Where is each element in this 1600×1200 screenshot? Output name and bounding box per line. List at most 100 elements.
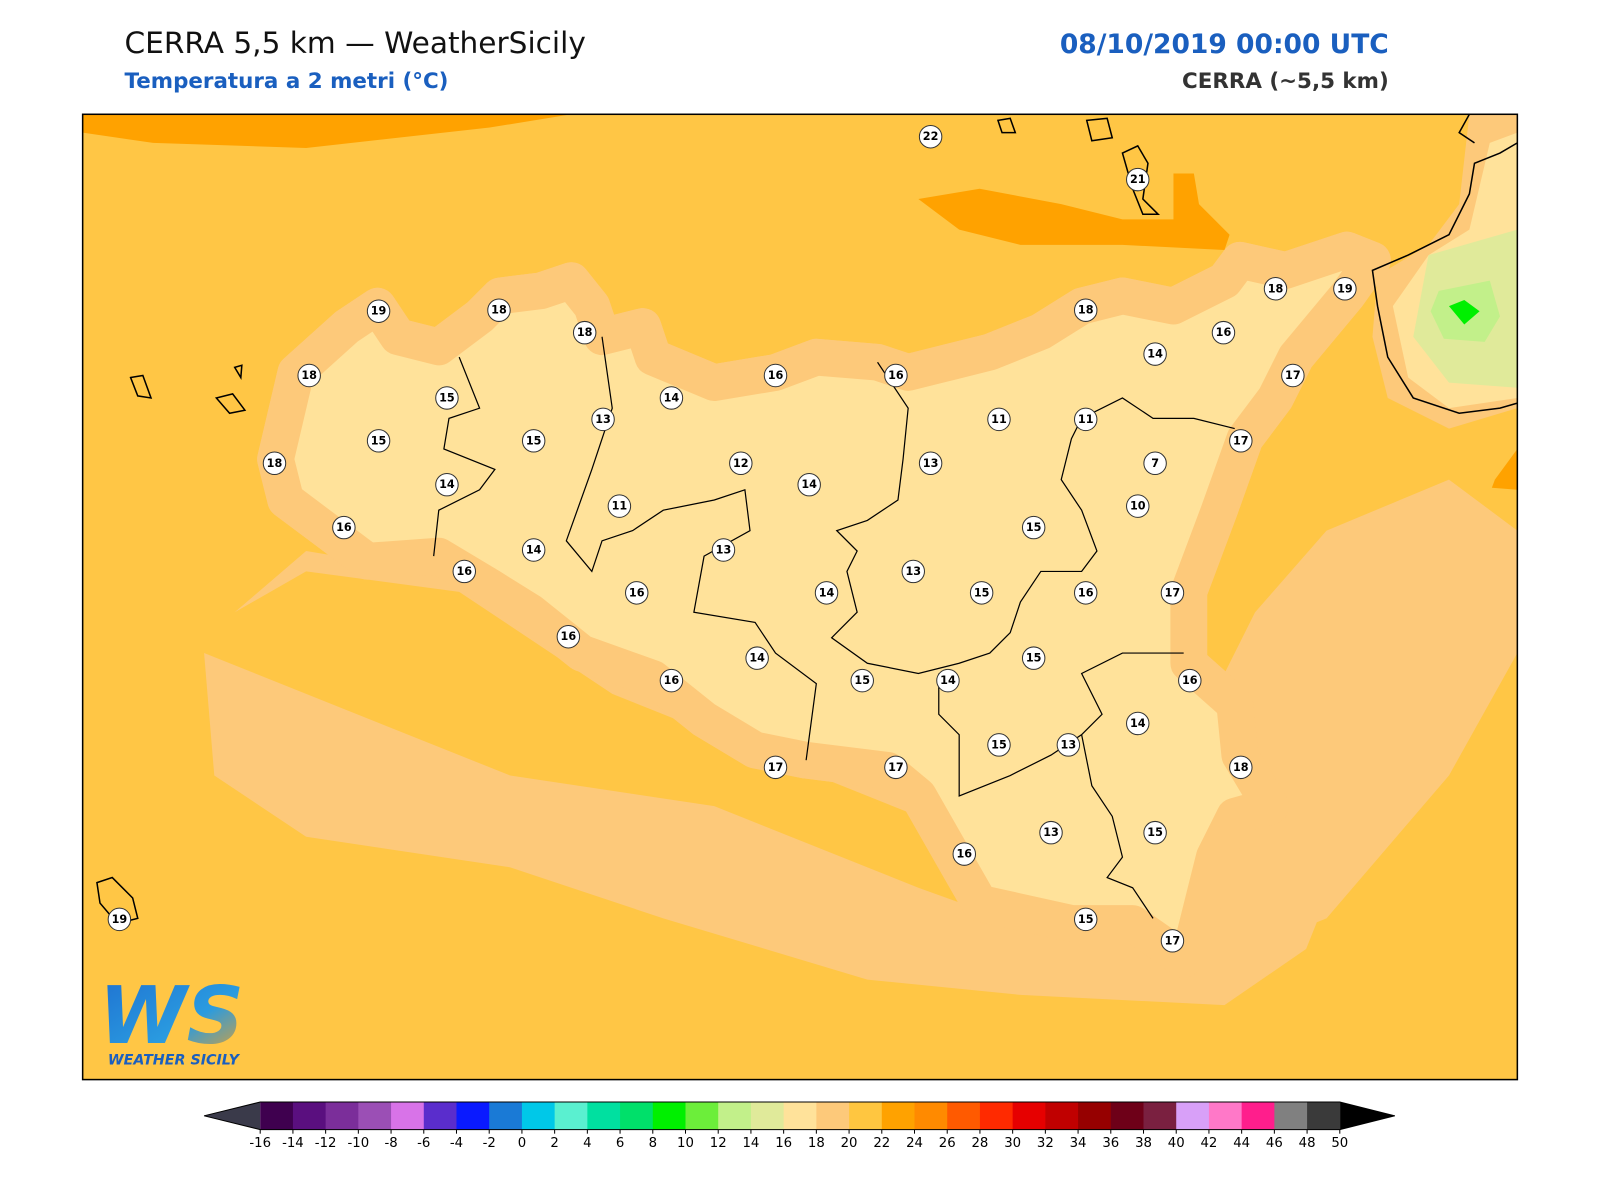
colorbar-tick-label: 32 [1037,1136,1054,1151]
colorbar-tick-label: 6 [616,1136,624,1151]
station-value: 13 [1043,826,1059,839]
station: 14 [745,646,769,670]
station-marker [1143,342,1167,366]
station: 17 [763,755,788,780]
colorbar-segment [750,1102,785,1130]
colorbar-tick-label: -2 [483,1136,496,1151]
station: 11 [987,407,1011,432]
station: 14 [1126,711,1150,736]
station-value: 16 [1216,326,1232,339]
colorbar-tick-label: 34 [1070,1136,1087,1151]
station-marker [625,581,649,605]
coastline [1458,114,1475,144]
station-marker [987,733,1011,757]
station: 15 [850,668,874,693]
colorbar-tick-label: 44 [1233,1136,1250,1151]
station-marker [884,363,908,388]
station-marker [1160,929,1185,953]
station-marker [556,625,581,649]
station: 15 [1073,907,1098,932]
station-marker [763,755,788,780]
station-value: 18 [491,304,507,317]
station-marker [366,429,391,453]
station-value: 16 [336,521,352,534]
station-value: 11 [1078,413,1094,426]
station: 18 [297,363,321,388]
station-value: 13 [716,544,732,557]
colorbar-tick-label: -4 [450,1136,463,1151]
title: CERRA 5,5 km — WeatherSicily [124,26,585,60]
station-marker [729,451,753,475]
colorbar-tick-label: 16 [775,1136,792,1151]
colorbar-segment [423,1102,458,1130]
station-marker [659,386,684,410]
station: 22 [918,125,943,149]
station-value: 16 [561,630,577,643]
station-value: 16 [1182,674,1198,687]
colorbar-segment [1176,1102,1210,1130]
station: 18 [572,320,597,345]
colorbar-tick-label: 4 [583,1136,591,1151]
station: 15 [521,429,546,453]
station: 18 [487,298,511,322]
colorbar-segment [849,1102,883,1130]
colorbar-tick-label: 50 [1331,1136,1348,1151]
colorbar-segment [554,1102,588,1130]
colorbar: -16 -14 -12 -10 -8 -6 -4 -2 0 2 4 6 8 10 12 14 16 18 20 22 2… [203,1101,1396,1151]
colorbar-tick-label: 38 [1135,1136,1152,1151]
station: 16 [884,363,908,388]
station: 13 [1039,820,1063,845]
colorbar-segment [620,1102,654,1130]
colorbar-tick-label: 8 [649,1136,657,1151]
station-marker [366,299,391,323]
station-marker [952,842,977,866]
station-value: 15 [991,738,1007,751]
station-marker [918,451,943,475]
colorbar-segment [521,1102,556,1130]
colorbar-segment [816,1102,850,1130]
station-value: 12 [733,457,749,470]
colorbar-tick-label: -16 [249,1136,271,1151]
warm-zone [918,173,1230,250]
station: 14 [797,472,821,497]
station-marker [435,386,459,410]
station: 16 [1211,320,1236,345]
colorbar-segment [1143,1102,1177,1130]
colorbar-tick-label: 18 [808,1136,825,1151]
colorbar-tick-label: 20 [841,1136,858,1151]
station: 15 [1021,646,1046,670]
station-marker [1073,407,1098,432]
colorbar-segment [292,1102,327,1130]
station: 16 [332,515,356,540]
station-value: 14 [526,544,542,557]
colorbar-outline [203,1101,1396,1131]
colorbar-tick-label: 2 [550,1136,558,1151]
station-value: 17 [1165,586,1181,599]
station-value: 19 [1337,282,1353,295]
coastline [1371,142,1518,415]
colorbar-segment [1078,1102,1112,1130]
colorbar-segment [489,1102,523,1130]
station-marker [1143,820,1167,845]
station: 15 [1021,515,1046,540]
colorbar-segment [260,1102,294,1130]
station-marker [1281,363,1305,388]
station: 15 [435,386,459,410]
station: 18 [262,451,287,475]
station-value: 15 [1078,913,1094,926]
station-value: 18 [1233,761,1249,774]
station-marker [884,755,908,780]
station-value: 17 [1165,934,1181,947]
station-value: 19 [371,305,387,318]
station-value: 16 [768,369,784,382]
colorbar-segment [325,1102,359,1130]
station-value: 14 [749,652,765,665]
station: 16 [1073,581,1098,605]
station: 13 [591,407,615,432]
station-marker [1263,277,1288,301]
station-value: 14 [1147,348,1163,361]
station-marker [936,668,960,693]
station: 18 [1263,277,1288,301]
station-value: 15 [854,674,870,687]
map: 22 21 19 18 18 18 19 18 16 14 18 15 13 14 16 16 17 11 11 15… [82,114,1518,1080]
